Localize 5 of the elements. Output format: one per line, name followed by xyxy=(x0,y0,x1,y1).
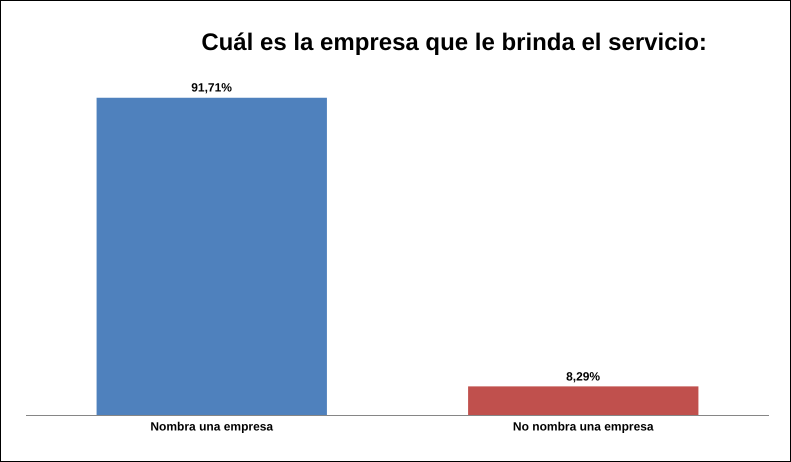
data-label: 8,29% xyxy=(566,369,600,384)
chart-title: Cuál es la empresa que le brinda el servicio: xyxy=(201,28,707,56)
data-label: 91,71% xyxy=(191,80,232,95)
x-tick-label: Nombra una empresa xyxy=(150,419,274,434)
x-tick-label: No nombra una empresa xyxy=(512,419,654,434)
